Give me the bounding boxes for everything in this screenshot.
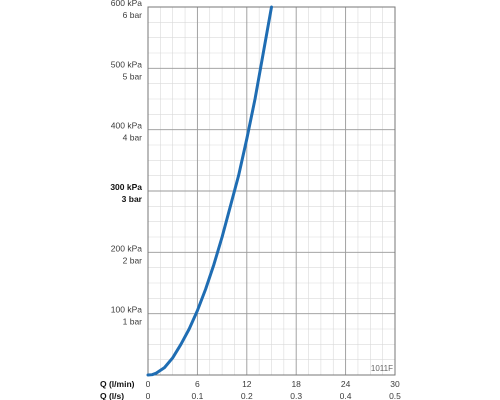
x-tick-label: 24: [341, 379, 351, 389]
y-tick-label-kpa: 300 kPa: [110, 182, 142, 192]
y-tick-label-bar: 2 bar: [123, 255, 143, 265]
y-tick-label-kpa: 600 kPa: [111, 0, 142, 8]
pressure-curve-0: [146, 5, 273, 377]
x-tick-label: 0: [146, 379, 151, 389]
y-tick-label-bar: 6 bar: [123, 10, 143, 20]
y-tick-label-bar: 4 bar: [123, 133, 143, 143]
x-tick-label: 6: [195, 379, 200, 389]
x-axis-title-0: Q (l/min): [100, 379, 135, 389]
figure-code: 1011F: [371, 364, 393, 373]
x-tick-label: 0.4: [340, 391, 352, 400]
x-tick-label: 0.3: [290, 391, 302, 400]
x-tick-label: 18: [291, 379, 301, 389]
y-tick-label-bar: 5 bar: [123, 71, 143, 81]
y-axis-labels: 100 kPa 1 bar 200 kPa 2 bar 300 kPa 3 bar 400 …: [110, 0, 142, 327]
x-tick-label: 30: [390, 379, 400, 389]
y-tick-label-kpa: 400 kPa: [111, 121, 142, 131]
x-tick-label: 0: [146, 391, 151, 400]
y-tick-label-bar: 1 bar: [123, 317, 143, 327]
curve-layer: [146, 5, 273, 377]
x-axis-title-1: Q (l/s): [100, 391, 124, 400]
x-tick-label: 0.5: [389, 391, 401, 400]
y-tick-label-kpa: 500 kPa: [111, 59, 142, 69]
y-tick-label-kpa: 200 kPa: [111, 243, 142, 253]
x-tick-label: 0.1: [191, 391, 203, 400]
x-tick-label: 0.2: [241, 391, 253, 400]
y-tick-label-kpa: 100 kPa: [111, 305, 142, 315]
x-axis-labels: Q (l/min) 0 6 12 18 24 30 Q (l/s) 0 0.1 0.2 0.3 0.4 0…: [100, 379, 401, 400]
x-tick-label: 12: [242, 379, 252, 389]
y-tick-label-bar: 3 bar: [122, 194, 143, 204]
